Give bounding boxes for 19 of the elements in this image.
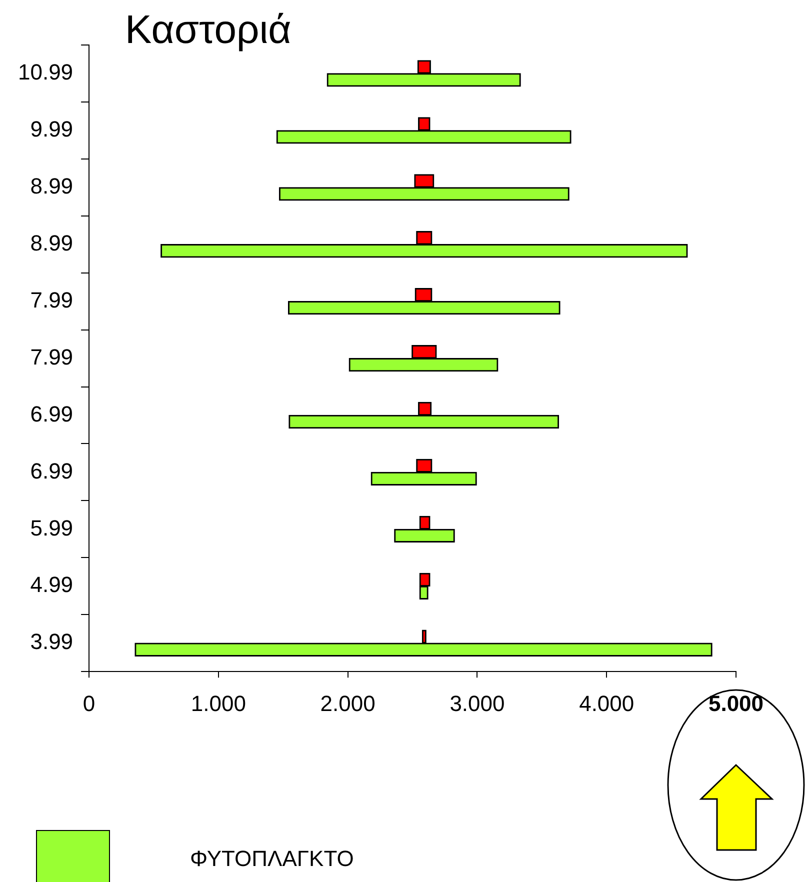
y-tick-label: 7.99 [30,344,74,370]
x-tick-label: 2.000 [320,690,376,716]
x-tick-label: 5.000 [708,690,764,716]
y-tick-label: 3.99 [30,629,74,654]
chart-title: Καστοριά [125,8,292,53]
x-tick-label: 4.000 [579,690,634,716]
y-tick-label: 7.99 [30,287,74,312]
y-tick-label: 5.99 [30,515,74,540]
x-tick-label: 0 [82,690,96,716]
y-tick-label: 4.99 [30,572,74,598]
y-tick-label: 10.99 [18,60,74,85]
text: ΦΥΤΟΠΛΑΓΚΤΟ [190,846,354,872]
y-tick-label: 6.99 [30,458,74,484]
y-tick-label: 9.99 [30,116,74,142]
y-tick-label: 6.99 [30,401,74,426]
x-tick-label: 1.000 [190,690,246,716]
y-tick-label: 8.99 [30,230,74,256]
y-tick-label: 8.99 [30,173,74,198]
x-tick-label: 3.000 [450,690,505,716]
